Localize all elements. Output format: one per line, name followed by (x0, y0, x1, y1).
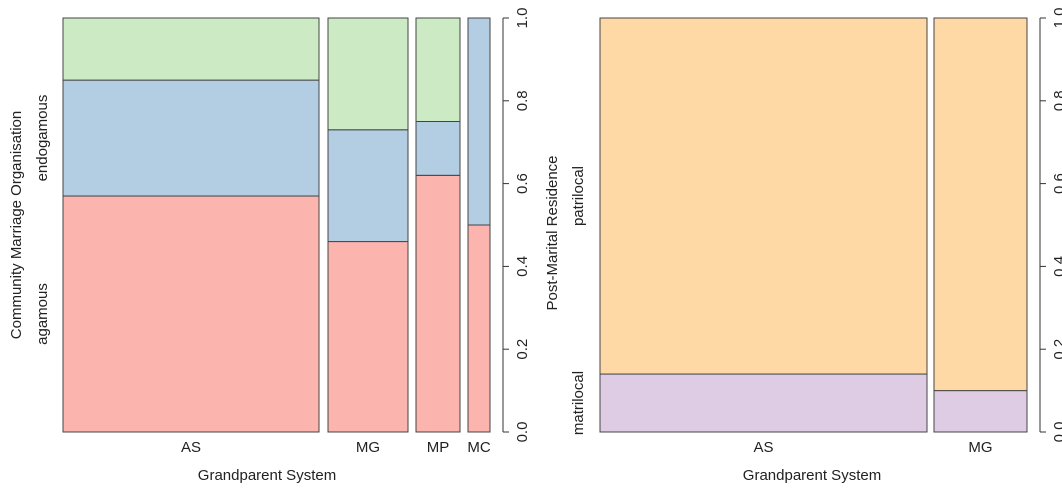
chart-right-tiles (599, 17, 1028, 433)
chart-left-tile-mp-endogamous (415, 121, 461, 176)
chart-left-tile-mg-seg2 (327, 17, 409, 131)
chart-left-y-tick-label: 1.0 (514, 8, 531, 29)
chart-right: AS MG 0.0 0.2 0.4 0.6 0.8 1.0 matrilocal patril… (544, 8, 1062, 484)
chart-right-tile-as-patrilocal (599, 17, 928, 375)
chart-right-y-tick-label: 0.0 (1051, 422, 1062, 443)
chart-left-y-label: Community Marriage Organisation (8, 111, 25, 339)
chart-left-tile-mg-agamous (327, 241, 409, 433)
chart-right-y-tick-label: 0.6 (1051, 173, 1062, 194)
chart-right-category-mg: MG (968, 439, 992, 456)
chart-right-y-tick-label: 0.8 (1051, 90, 1062, 111)
chart-left-tiles (62, 17, 491, 433)
chart-right-tile-mg-patrilocal (933, 17, 1028, 392)
chart-left-tile-mc-agamous (467, 224, 491, 433)
chart-left-tile-mc-endogamous (467, 17, 491, 226)
chart-right-level-labels: matrilocal patrilocal (570, 166, 587, 435)
chart-left: AS MG MP MC 0.0 0.2 0.4 0.6 0.8 1.0 agamous endog… (8, 8, 531, 484)
chart-left-y-tick-label: 0.4 (514, 256, 531, 277)
chart-left-x-label: Grandparent System (198, 467, 336, 484)
chart-left-category-mc: MC (467, 439, 490, 456)
chart-right-y-tick-label: 1.0 (1051, 8, 1062, 29)
chart-right-y-axis: 0.0 0.2 0.4 0.6 0.8 1.0 (1039, 8, 1062, 443)
chart-right-category-as: AS (753, 439, 773, 456)
chart-right-categories: AS MG (753, 439, 992, 456)
chart-right-tile-as-matrilocal (599, 373, 928, 433)
chart-left-category-as: AS (181, 439, 201, 456)
chart-right-y-tick-label: 0.2 (1051, 339, 1062, 360)
chart-left-level-labels: agamous endogamous (34, 95, 51, 345)
chart-left-tile-mg-endogamous (327, 129, 409, 243)
chart-right-y-label: Post-Marital Residence (544, 155, 561, 310)
chart-left-tile-mp-agamous (415, 174, 461, 433)
chart-left-category-mp: MP (427, 439, 450, 456)
chart-left-category-mg: MG (356, 439, 380, 456)
chart-left-y-axis: 0.0 0.2 0.4 0.6 0.8 1.0 (502, 8, 531, 443)
chart-right-tile-mg-matrilocal (933, 390, 1028, 433)
chart-left-tile-as-seg2 (62, 17, 320, 81)
chart-left-categories: AS MG MP MC (181, 439, 491, 456)
chart-left-y-tick-label: 0.8 (514, 90, 531, 111)
chart-left-tile-mp-seg2 (415, 17, 461, 122)
chart-right-x-label: Grandparent System (743, 467, 881, 484)
chart-left-level-agamous: agamous (34, 283, 51, 345)
chart-right-level-patrilocal: patrilocal (570, 166, 587, 226)
chart-left-tile-as-agamous (62, 195, 320, 433)
chart-left-level-endogamous: endogamous (34, 95, 51, 182)
chart-left-y-tick-label: 0.6 (514, 173, 531, 194)
chart-left-y-tick-label: 0.0 (514, 422, 531, 443)
chart-right-y-tick-label: 0.4 (1051, 256, 1062, 277)
chart-right-level-matrilocal: matrilocal (570, 371, 587, 435)
chart-left-y-tick-label: 0.2 (514, 339, 531, 360)
chart-left-tile-as-endogamous (62, 79, 320, 197)
